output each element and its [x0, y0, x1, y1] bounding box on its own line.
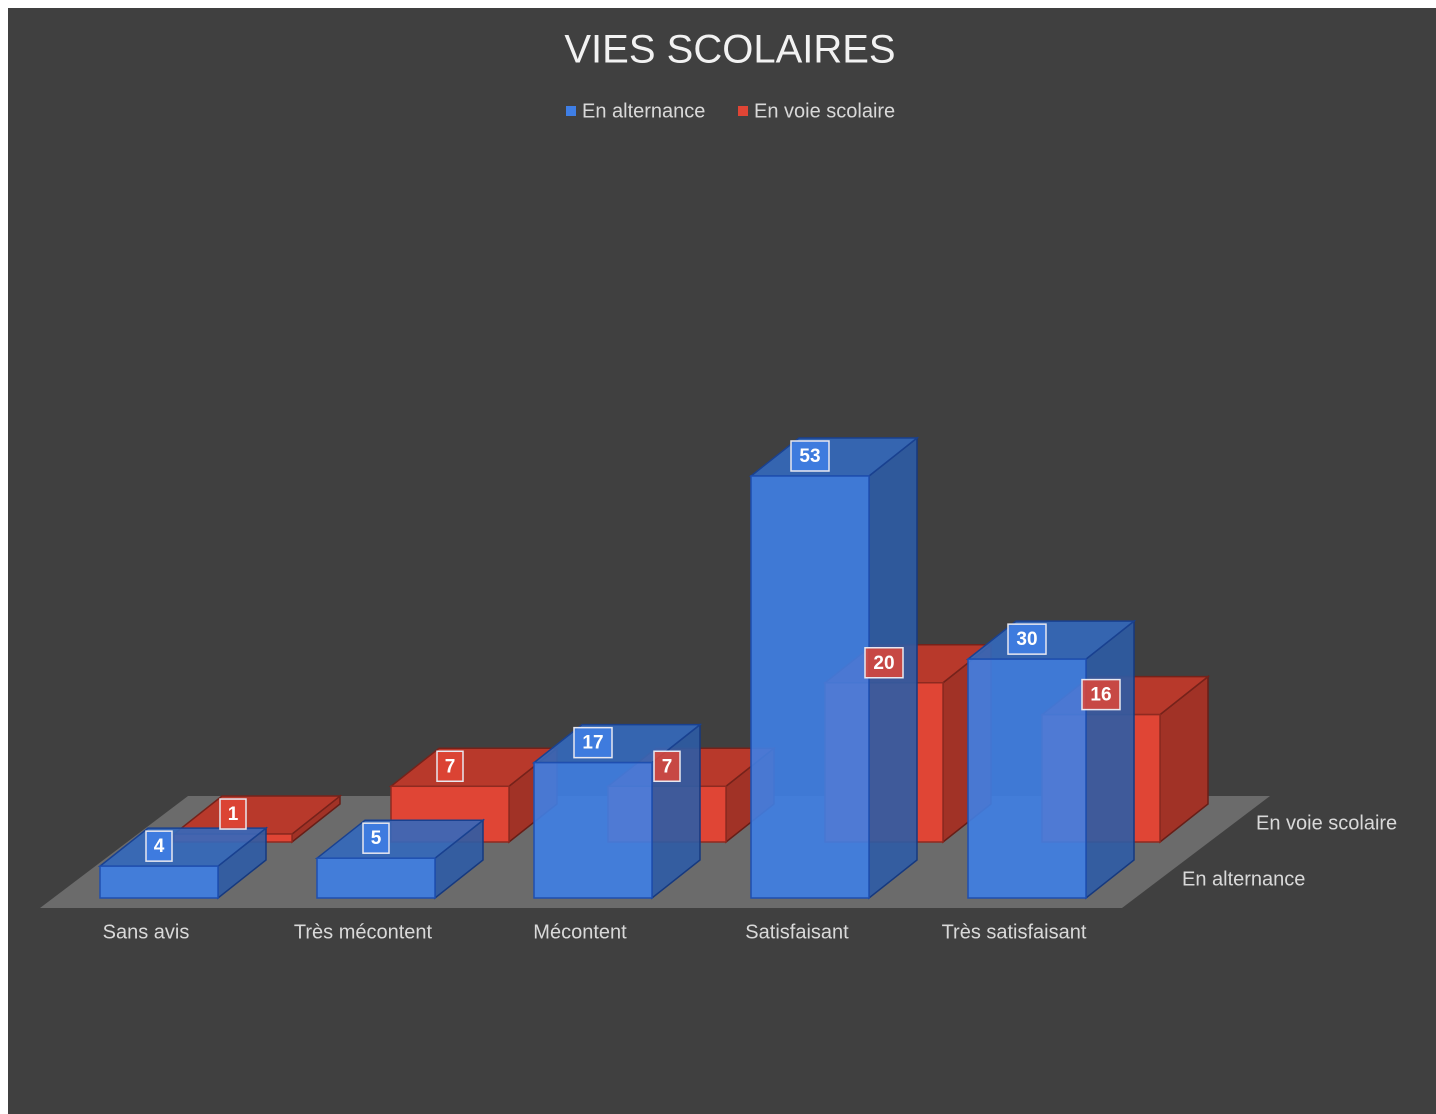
- bar: [316, 857, 436, 899]
- bar: [967, 658, 1087, 899]
- data-label-box: [864, 647, 904, 679]
- data-label: 7: [445, 756, 456, 777]
- x-tick-label: Mécontent: [533, 921, 627, 943]
- x-tick-label: Sans avis: [103, 921, 190, 943]
- bar: [533, 761, 653, 899]
- data-label: 30: [1016, 629, 1037, 650]
- data-label-box: [653, 750, 681, 783]
- data-label: 5: [371, 828, 382, 849]
- depth-label: En alternance: [1182, 868, 1305, 890]
- data-label-box: [573, 726, 613, 759]
- data-label: 7: [662, 756, 673, 777]
- legend-label: En voie scolaire: [754, 100, 895, 122]
- data-label: 17: [582, 733, 603, 754]
- legend-label: En alternance: [582, 100, 705, 122]
- data-label-box: [1007, 623, 1047, 655]
- data-label-box: [145, 830, 173, 862]
- data-label: 53: [799, 446, 820, 467]
- chart-background: [8, 8, 1436, 1114]
- data-label: 20: [873, 653, 894, 674]
- bar: [750, 475, 870, 899]
- data-label-box: [790, 440, 830, 472]
- chart-title: VIES SCOLAIRES: [564, 28, 895, 72]
- x-tick-label: Satisfaisant: [745, 921, 849, 943]
- legend-swatch: [738, 106, 748, 116]
- data-label: 1: [228, 804, 239, 825]
- depth-label: En voie scolaire: [1256, 812, 1397, 834]
- data-label: 16: [1090, 685, 1111, 706]
- bar-side: [1085, 619, 1135, 900]
- data-label-box: [219, 798, 247, 830]
- data-label-box: [436, 750, 464, 783]
- x-tick-label: Très satisfaisant: [942, 921, 1087, 943]
- x-tick-label: Très mécontent: [294, 921, 433, 943]
- legend-swatch: [566, 106, 576, 116]
- bar: [99, 865, 219, 899]
- data-label: 4: [154, 836, 165, 857]
- data-label-box: [362, 822, 390, 854]
- data-label-box: [1081, 678, 1121, 711]
